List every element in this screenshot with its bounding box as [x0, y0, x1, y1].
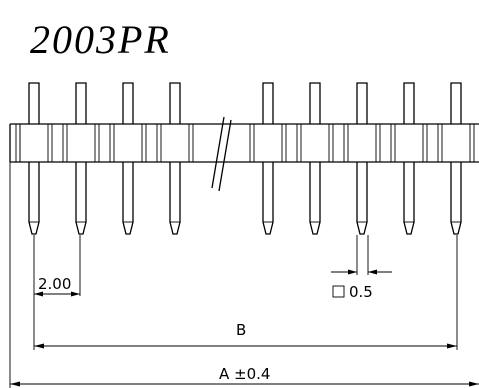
pin	[62, 82, 100, 235]
pin	[343, 82, 381, 235]
break-mark	[211, 116, 232, 192]
pin-size-dimension: 0.5	[331, 269, 392, 301]
pin	[390, 82, 428, 235]
part-number-title: 2003PR	[30, 17, 171, 62]
extension-lines	[9, 162, 458, 388]
housing-body	[9, 123, 479, 163]
pin	[15, 82, 53, 235]
pin-size-label: 0.5	[349, 283, 373, 301]
pin	[109, 82, 147, 235]
pitch-label: 2.00	[38, 275, 71, 293]
overall-length-label: A ±0.4	[219, 365, 270, 383]
pin	[437, 82, 475, 235]
row-length-dimension: B	[34, 321, 457, 349]
row-length-label: B	[236, 321, 246, 339]
square-icon	[332, 285, 345, 298]
overall-length-dimension: A ±0.4	[10, 365, 479, 387]
pin	[156, 82, 194, 235]
pin	[296, 82, 334, 235]
pin	[249, 82, 287, 235]
pin-array	[15, 82, 475, 235]
pitch-dimension: 2.00	[34, 275, 80, 297]
